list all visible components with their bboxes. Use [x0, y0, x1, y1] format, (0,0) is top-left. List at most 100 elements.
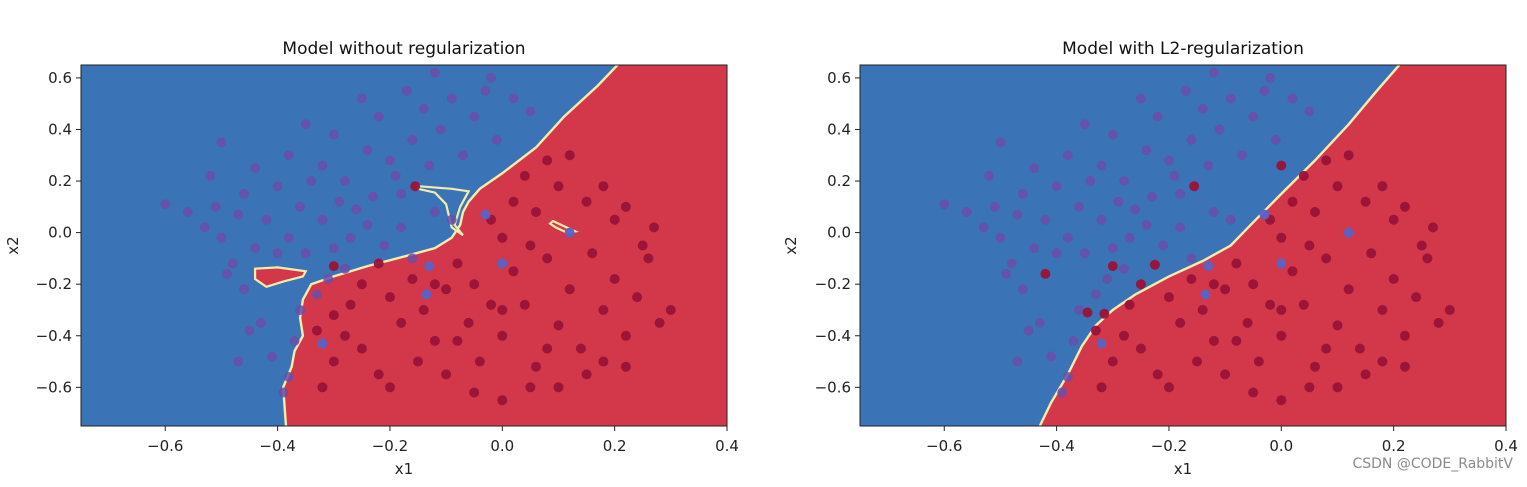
scatter-point: [1085, 176, 1096, 186]
scatter-point: [1377, 356, 1388, 367]
y-tick-label: 0.2: [48, 172, 72, 190]
scatter-point: [1141, 145, 1152, 156]
scatter-point: [1107, 261, 1118, 272]
scatter-point: [542, 343, 553, 354]
scatter-point: [418, 305, 429, 315]
scatter-point: [1034, 317, 1045, 328]
scatter-point: [1360, 196, 1371, 207]
scatter-point: [267, 351, 277, 362]
scatter-point: [564, 284, 575, 295]
scatter-point: [581, 369, 592, 380]
scatter-point: [385, 382, 395, 393]
x-tick-label: −0.4: [259, 437, 295, 455]
scatter-point: [452, 258, 463, 269]
scatter-point: [385, 292, 395, 303]
scatter-point: [356, 279, 367, 290]
scatter-point: [978, 222, 989, 233]
decision-boundary: [1038, 65, 1401, 426]
scatter-point: [407, 274, 418, 284]
scatter-point: [1006, 258, 1017, 269]
scatter-point: [418, 103, 429, 114]
scatter-point: [216, 232, 227, 243]
scatter-point: [508, 93, 519, 104]
series-1: [311, 150, 676, 406]
scatter-point: [396, 222, 407, 233]
scatter-point: [334, 196, 345, 207]
scatter-point: [1180, 85, 1191, 96]
scatter-point: [637, 240, 648, 251]
scatter-point: [587, 248, 598, 259]
scatter-point: [1169, 170, 1180, 181]
scatter-point: [407, 134, 418, 145]
scatter-point: [1107, 129, 1118, 140]
scatter-point: [340, 176, 350, 186]
scatter-point: [961, 207, 972, 217]
scatter-point: [1411, 292, 1422, 303]
scatter-point: [289, 335, 300, 346]
red-islet-left: [254, 266, 308, 289]
scatter-point: [1276, 232, 1287, 243]
scatter-point: [351, 204, 362, 215]
scatter-point: [1119, 263, 1129, 274]
scatter-point: [598, 356, 609, 367]
scatter-point: [238, 188, 249, 199]
scatter-point: [995, 232, 1006, 243]
scatter-point: [452, 335, 463, 346]
scatter-point: [210, 201, 221, 212]
scatter-point: [1298, 170, 1309, 181]
scatter-point: [1186, 274, 1197, 284]
scatter-point: [1225, 93, 1236, 104]
scatter-point: [1332, 382, 1343, 393]
scatter-point: [531, 207, 541, 217]
scatter-point: [1343, 227, 1354, 238]
scatter-point: [480, 209, 491, 220]
scatter-point: [1231, 335, 1242, 346]
scatter-point: [1287, 93, 1298, 104]
scatter-point: [233, 356, 244, 367]
scatter-point: [1208, 67, 1219, 78]
scatter-point: [1377, 305, 1388, 315]
x-tick-label: 0.0: [1269, 437, 1293, 455]
scatter-point: [598, 305, 609, 315]
scatter-point: [250, 243, 261, 254]
y-tick-label: 0.6: [48, 69, 72, 87]
scatter-point: [244, 325, 255, 336]
scatter-point: [1141, 219, 1152, 230]
scatter-point: [486, 299, 497, 310]
scatter-point: [278, 387, 289, 398]
scatter-point: [407, 253, 418, 264]
scatter-point: [469, 279, 480, 290]
scatter-point: [1287, 196, 1298, 207]
scatter-point: [995, 137, 1006, 148]
x-axis-label: x1: [395, 460, 413, 478]
scatter-point: [1051, 248, 1062, 259]
scatter-point: [1276, 330, 1287, 341]
scatter-point: [1096, 214, 1107, 225]
scatter-point: [508, 266, 519, 277]
scatter-point: [1164, 292, 1174, 303]
y-tick-label: −0.2: [815, 275, 851, 293]
y-axis-label: x2: [4, 236, 22, 254]
scatter-point: [1197, 305, 1208, 315]
scatter-point: [396, 317, 407, 328]
scatter-point: [261, 214, 272, 225]
scatter-point: [553, 181, 564, 192]
scatter-point: [474, 356, 485, 367]
scatter-point: [1119, 176, 1129, 186]
scatter-point: [1001, 268, 1012, 279]
blue-protrusion: [416, 185, 471, 237]
scatter-point: [1158, 240, 1169, 251]
scatter-point: [1017, 284, 1028, 295]
scatter-point: [575, 343, 586, 354]
scatter-point: [1304, 240, 1315, 251]
x-axis-label: x1: [1174, 460, 1192, 478]
y-axis-label: x2: [782, 236, 800, 254]
scatter-point: [1220, 369, 1231, 380]
scatter-point: [1012, 209, 1023, 220]
scatter-point: [643, 253, 654, 264]
chart-title: Model with L2-regularization: [1062, 39, 1304, 59]
scatter-point: [1082, 307, 1093, 318]
plot-area: [860, 65, 1506, 426]
scatter-point: [1310, 207, 1320, 217]
scatter-point: [1433, 317, 1444, 328]
